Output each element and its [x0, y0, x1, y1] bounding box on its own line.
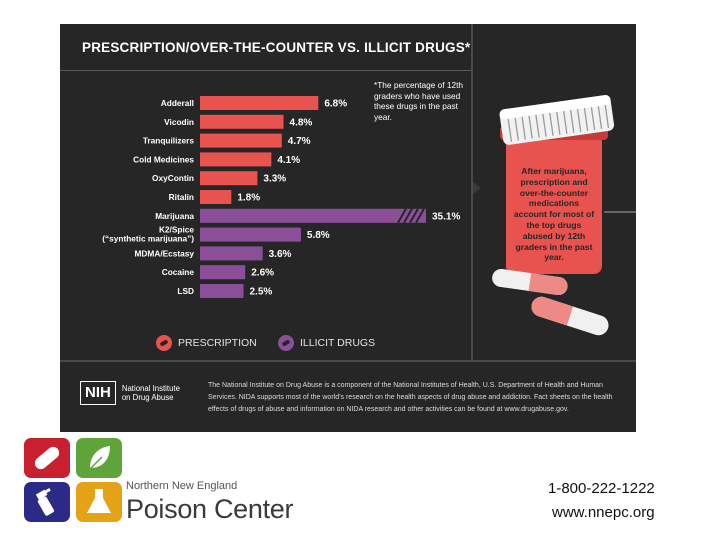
pill-bottle-illustration	[473, 95, 636, 336]
bar	[200, 246, 263, 261]
bar-label: MDMA/Ecstasy	[135, 248, 195, 258]
bar-label-sub: (“synthetic marijuana”)	[102, 234, 194, 244]
axis-break-mark	[397, 208, 407, 224]
bar	[200, 208, 426, 223]
infographic: PRESCRIPTION/OVER-THE-COUNTER VS. ILLICI…	[60, 24, 636, 432]
capsule-icon	[24, 438, 70, 478]
bar-label: Cocaine	[162, 267, 195, 277]
horizontal-divider	[60, 360, 636, 362]
capsule-pill	[531, 296, 609, 336]
chart-title: PRESCRIPTION/OVER-THE-COUNTER VS. ILLICI…	[82, 40, 471, 55]
nih-logo-mark: NIH	[80, 381, 116, 405]
org-name: Poison Center	[126, 494, 294, 524]
bar	[200, 133, 282, 148]
bar-chart: Adderall 6.8% Vicodin 4.8% Tranquilizers 4.7%…	[102, 95, 636, 336]
bar-value-label: 35.1%	[432, 211, 460, 222]
bar-label: Tranquilizers	[143, 136, 195, 146]
bar-value-label: 1.8%	[237, 193, 260, 204]
bottle-body	[506, 134, 602, 274]
bar-value-label: 3.3%	[263, 174, 286, 185]
bar	[200, 96, 319, 110]
bar-value-label: 2.5%	[250, 287, 273, 298]
bar-label: LSD	[177, 286, 194, 296]
org-name-top: Northern New England	[126, 480, 238, 492]
axis-break-mark	[415, 208, 425, 224]
legend-label: ILLICIT DRUGS	[300, 337, 376, 349]
phone-number: 1-800-222-1222	[548, 480, 655, 497]
syringe-icon	[278, 335, 294, 351]
bar-value-label: 3.6%	[269, 249, 292, 260]
bar-value-label: 4.7%	[288, 136, 311, 147]
bar	[200, 171, 258, 186]
callout-text: After marijuana, prescription and over-t…	[513, 166, 595, 263]
bar-label: Adderall	[161, 98, 194, 108]
bar-label: Ritalin	[169, 192, 194, 202]
legend-prescription: PRESCRIPTION	[156, 335, 257, 351]
legend-label: PRESCRIPTION	[178, 337, 257, 349]
chart-footnote: *The percentage of 12th graders who have…	[374, 80, 464, 122]
title-divider	[60, 70, 472, 71]
flask-icon	[76, 482, 122, 522]
capsule-pill	[492, 268, 568, 296]
bar-value-label: 4.8%	[290, 117, 313, 128]
bar	[200, 114, 284, 129]
callout-arrow	[473, 182, 481, 194]
nih-description: The National Institute on Drug Abuse is …	[208, 382, 613, 414]
nih-institute-name: National Institute on Drug Abuse	[121, 383, 180, 403]
bar	[200, 284, 244, 298]
vertical-divider	[471, 24, 473, 360]
bar-value-label: 4.1%	[277, 155, 300, 166]
legend-illicit: ILLICIT DRUGS	[278, 335, 375, 351]
bar-value-label: 5.8%	[307, 230, 330, 241]
cleaning-spray-icon	[24, 482, 70, 522]
axis-break-mark	[409, 208, 419, 224]
bar-label: Vicodin	[164, 117, 194, 127]
bar-value-label: 2.6%	[251, 268, 274, 279]
pill-icon	[156, 335, 172, 351]
bar	[200, 152, 272, 167]
bar-label: Marijuana	[155, 211, 194, 221]
bottle-cap	[499, 95, 615, 145]
nih-logo: NIH National Institute on Drug Abuse	[80, 381, 184, 405]
bar-label: Cold Medicines	[133, 154, 194, 164]
axis-break-mark	[403, 208, 413, 224]
bar	[200, 265, 246, 280]
leaf-icon	[76, 438, 122, 478]
bar	[200, 227, 301, 242]
bar	[200, 190, 232, 204]
bar-label: K2/Spice	[159, 225, 194, 235]
bar-value-label: 6.8%	[324, 99, 347, 110]
bar-label: OxyContin	[152, 173, 194, 183]
website-link[interactable]: www.nnepc.org	[552, 504, 655, 521]
